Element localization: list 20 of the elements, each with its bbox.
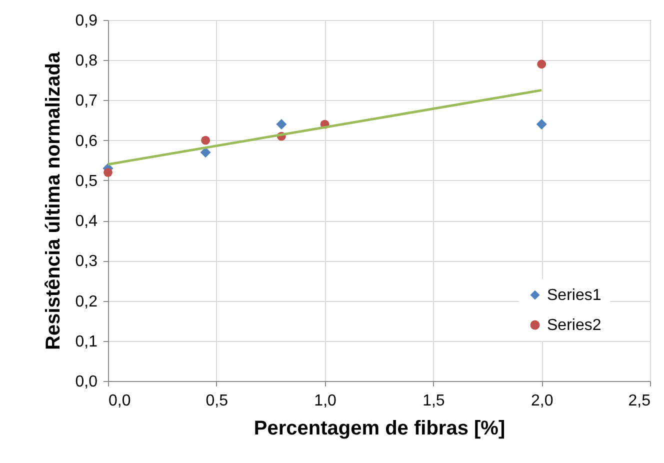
y-tick-label: 0,0: [75, 374, 98, 390]
y-tick-label: 0,9: [75, 12, 98, 30]
legend-label: Series2: [547, 317, 602, 334]
legend-label: Series1: [547, 287, 602, 304]
x-tick-label: 1,5: [422, 392, 445, 410]
y-tick-label: 0,8: [75, 52, 98, 70]
x-tick-label: 2,5: [628, 392, 651, 410]
y-tick-label: 0,7: [75, 92, 98, 110]
x-tick-label: 2,0: [530, 392, 554, 410]
x-tick-label: 0,5: [206, 392, 228, 410]
y-tick-label: 0,4: [75, 213, 98, 230]
y-tick-label: 0,6: [75, 132, 98, 150]
x-axis-title: Percentagem de fibras [%]: [254, 418, 506, 440]
y-tick-label: 0,1: [75, 333, 98, 350]
y-tick-label: 0,5: [75, 172, 98, 190]
y-tick-label: 0,2: [75, 293, 98, 310]
x-tick-label: 0,0: [108, 392, 131, 410]
x-tick-label: 1,0: [314, 392, 337, 410]
y-axis-title: Resistência última normalizada: [42, 51, 64, 350]
y-tick-label: 0,3: [75, 253, 98, 270]
